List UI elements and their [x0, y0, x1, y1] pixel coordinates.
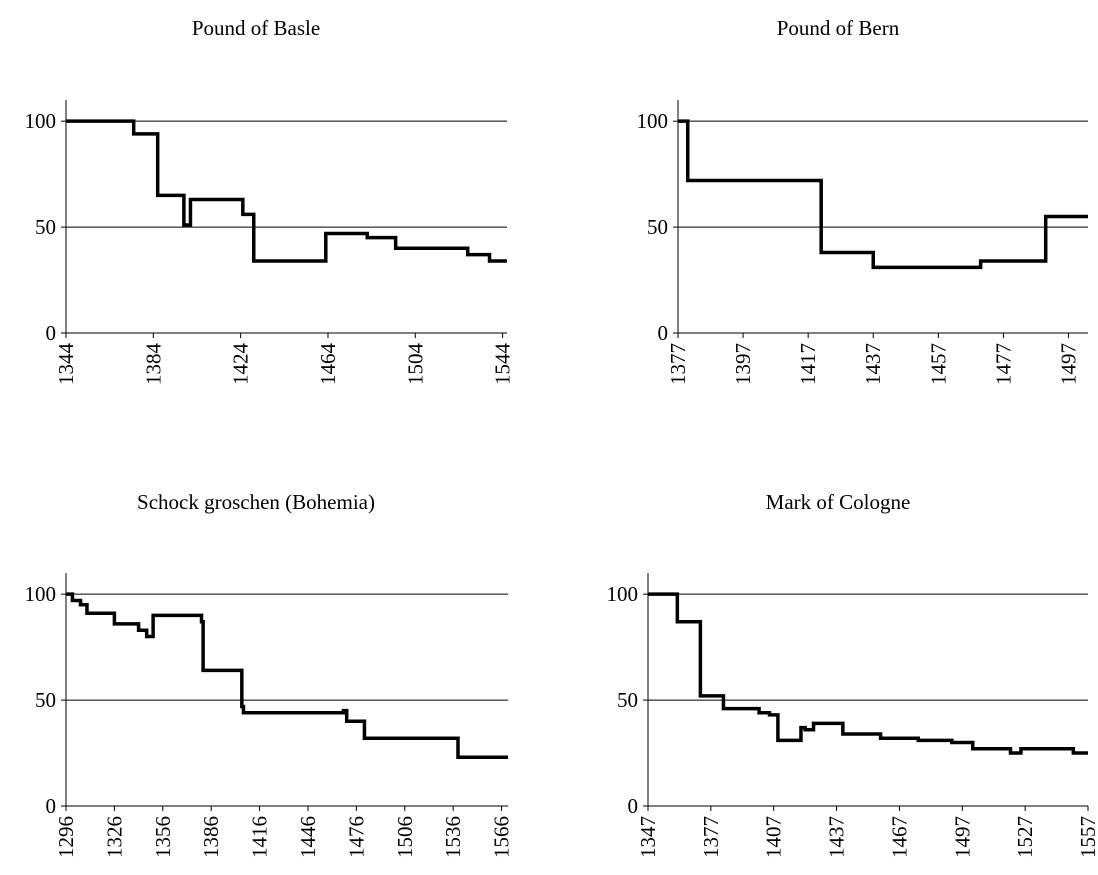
- series-line: [678, 119, 1088, 270]
- x-tick-label: 1557: [1076, 816, 1098, 858]
- chart-panel-2: 0 50 100 1377 1397 1417 1437 1457 1477 1497: [637, 100, 1088, 385]
- x-tick-label: 1377: [666, 343, 690, 385]
- x-tick-label: 1437: [825, 816, 849, 858]
- x-tick-label: 1397: [731, 343, 755, 385]
- x-tick-label: 1446: [296, 816, 320, 858]
- series-line: [66, 119, 507, 263]
- chart-panel-1: 0 50 100 1344 1384 1424 1464 1504 1544: [25, 100, 515, 385]
- x-tick-label: 1437: [861, 343, 885, 385]
- y-tick-label: 100: [607, 582, 639, 606]
- x-tick-label: 1566: [490, 816, 514, 858]
- chart-title-mark-of-cologne: Mark of Cologne: [765, 490, 911, 514]
- chart-title-schock-groschen: Schock groschen (Bohemia): [137, 490, 375, 514]
- x-tick-label: 1497: [1056, 343, 1080, 385]
- chart-panel-4: 0 50 100 1347 1377 1407 1437 1467 1497 1527 1557: [607, 573, 1098, 858]
- y-tick-label: 0: [46, 794, 57, 818]
- x-tick-label: 1417: [796, 343, 820, 385]
- y-tick-label: 0: [658, 321, 669, 345]
- y-tick-label: 0: [46, 321, 57, 345]
- x-tick-label: 1467: [887, 816, 911, 858]
- x-tick-label: 1377: [699, 816, 723, 858]
- y-tick-label: 50: [647, 215, 668, 239]
- chart-title-pound-of-bern: Pound of Bern: [776, 16, 900, 40]
- x-tick-label: 1506: [393, 816, 417, 858]
- x-tick-label: 1384: [141, 343, 165, 386]
- x-tick-label: 1407: [762, 816, 786, 858]
- x-tick-label: 1536: [441, 816, 465, 858]
- x-tick-label: 1424: [229, 343, 253, 386]
- chart-title-pound-of-basle: Pound of Basle: [191, 16, 321, 40]
- y-tick-label: 50: [35, 688, 56, 712]
- y-tick-label: 50: [617, 688, 638, 712]
- y-tick-label: 100: [25, 582, 57, 606]
- chart-panel-3: 0 50 100 1296 1326 1356 1386 1416 1446 1476 1506 15…: [25, 573, 514, 858]
- x-tick-label: 1464: [316, 343, 340, 386]
- series-line: [66, 592, 508, 760]
- y-tick-label: 50: [35, 215, 56, 239]
- x-tick-label: 1476: [344, 816, 368, 858]
- x-tick-label: 1386: [199, 816, 223, 858]
- series-line: [648, 592, 1088, 755]
- x-tick-label: 1344: [54, 343, 78, 386]
- x-tick-label: 1356: [151, 816, 175, 858]
- x-tick-label: 1416: [248, 816, 272, 858]
- x-tick-label: 1504: [403, 343, 427, 386]
- y-tick-label: 100: [25, 109, 57, 133]
- x-tick-label: 1347: [636, 816, 660, 858]
- x-tick-label: 1326: [102, 816, 126, 858]
- y-tick-label: 100: [637, 109, 669, 133]
- x-tick-label: 1497: [950, 816, 974, 858]
- x-tick-label: 1477: [991, 343, 1015, 385]
- y-tick-label: 0: [628, 794, 639, 818]
- x-tick-label: 1544: [491, 343, 515, 386]
- x-tick-label: 1296: [54, 816, 78, 858]
- x-tick-label: 1527: [1013, 816, 1037, 858]
- x-tick-label: 1457: [926, 343, 950, 385]
